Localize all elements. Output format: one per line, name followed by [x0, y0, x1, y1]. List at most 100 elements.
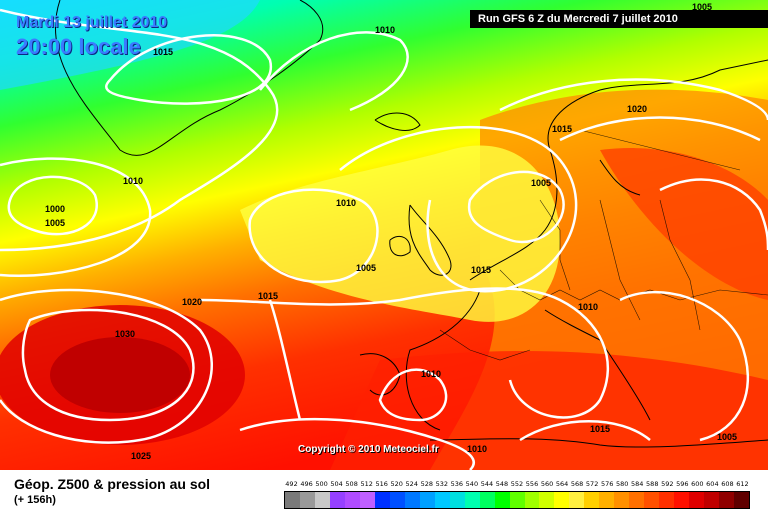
model-run-label: Run GFS 6 Z du Mercredi 7 juillet 2010	[470, 10, 768, 28]
coastlines	[54, 0, 768, 448]
isobar-label: 1000	[45, 204, 65, 214]
scale-swatch	[689, 492, 705, 508]
scale-swatch	[299, 492, 315, 508]
isobars	[0, 8, 768, 470]
copyright-notice: Copyright © 2010 Meteociel.fr	[298, 444, 439, 455]
scale-tick-label: 588	[646, 480, 659, 488]
scale-tick-label: 608	[721, 480, 734, 488]
scale-tick-label: 524	[405, 480, 418, 488]
scale-tick-label: 504	[330, 480, 343, 488]
atlantic-high-core	[50, 337, 190, 413]
scale-tick-label: 576	[600, 480, 614, 488]
scale-tick-label: 600	[691, 480, 704, 488]
scale-swatch	[554, 492, 570, 508]
scale-swatch	[404, 492, 420, 508]
isobar-label: 1005	[356, 263, 376, 273]
scale-tick-label: 536	[450, 480, 464, 488]
isobar-label: 1005	[45, 218, 65, 228]
scale-tick-label: 572	[585, 480, 599, 488]
forecast-date: Mardi 13 juillet 2010	[16, 14, 168, 31]
isobar-label: 1010	[375, 25, 395, 35]
isobar-label: 1010	[467, 444, 487, 454]
scale-swatch	[285, 492, 300, 508]
scale-tick-label: 508	[345, 480, 358, 488]
weather-map: 1010 1015 1020 1015 1010 1005 1010 1000 1005 1005…	[0, 0, 768, 470]
scale-swatch	[659, 492, 675, 508]
scale-tick-label: 564	[555, 480, 569, 488]
color-scale-swatches	[284, 491, 750, 509]
isobar-label: 1015	[590, 424, 610, 434]
color-scale: 492 496 500 504 508 512 516 520 524 528 532 536 540 5…	[284, 480, 750, 509]
color-scale-ticks: 492 496 500 504 508 512 516 520 524 528 532 536 540 5…	[284, 480, 750, 489]
isobar-label: 1005	[717, 432, 737, 442]
scale-tick-label: 516	[375, 480, 388, 488]
isobar-label: 1010	[578, 302, 598, 312]
scale-swatch	[419, 492, 435, 508]
scale-tick-label: 496	[300, 480, 313, 488]
isobar-label: 1015	[153, 47, 173, 57]
scale-swatch	[329, 492, 345, 508]
scale-tick-label: 532	[435, 480, 449, 488]
scale-tick-label: 584	[631, 480, 644, 488]
scale-swatch	[719, 492, 735, 508]
scale-swatch	[539, 492, 555, 508]
isobar-label: 1005	[692, 2, 712, 12]
isobar-label: 1010	[421, 369, 441, 379]
scale-tick-label: 552	[510, 480, 524, 488]
scale-swatch	[569, 492, 585, 508]
scale-swatch	[584, 492, 600, 508]
scale-tick-label: 580	[615, 480, 629, 488]
scale-swatch	[629, 492, 645, 508]
scale-swatch	[734, 492, 750, 508]
scale-tick-label: 592	[661, 480, 674, 488]
scale-tick-label: 540	[465, 480, 479, 488]
scale-swatch	[509, 492, 525, 508]
scale-swatch	[464, 492, 480, 508]
scale-swatch	[359, 492, 375, 508]
scale-swatch	[449, 492, 465, 508]
isobar-label: 1005	[531, 178, 551, 188]
scale-tick-label: 548	[495, 480, 509, 488]
scale-swatch	[599, 492, 615, 508]
scale-tick-label: 544	[480, 480, 494, 488]
scale-swatch	[314, 492, 330, 508]
isobar-label: 1020	[627, 104, 647, 114]
isobar-label: 1020	[182, 297, 202, 307]
isobar-label: 1015	[552, 124, 572, 134]
scale-tick-label: 492	[285, 480, 298, 488]
scale-tick-label: 528	[420, 480, 433, 488]
isobar-label: 1025	[131, 451, 151, 461]
scale-tick-label: 612	[736, 480, 749, 488]
isobar-label: 1010	[123, 176, 143, 186]
scale-swatch	[644, 492, 660, 508]
borders	[439, 129, 768, 361]
scale-tick-label: 500	[315, 480, 328, 488]
scale-tick-label: 568	[570, 480, 584, 488]
scale-swatch	[389, 492, 405, 508]
isobar-labels: 1010 1015 1020 1015 1010 1005 1010 1000 1005 1005…	[45, 2, 737, 461]
scale-swatch	[479, 492, 495, 508]
warm-zone-east	[600, 148, 768, 300]
isobar-label: 1015	[258, 291, 278, 301]
scale-swatch	[344, 492, 360, 508]
scale-swatch	[524, 492, 540, 508]
scale-tick-label: 560	[540, 480, 554, 488]
isobar-label: 1015	[471, 265, 491, 275]
forecast-time: 20:00 locale	[16, 34, 141, 59]
scale-swatch	[674, 492, 690, 508]
scale-swatch	[614, 492, 630, 508]
legend-bar: Géop. Z500 & pression au sol (+ 156h) 49…	[0, 470, 768, 512]
legend-title: Géop. Z500 & pression au sol	[14, 476, 211, 492]
scale-tick-label: 520	[390, 480, 403, 488]
map-canvas: 1010 1015 1020 1015 1010 1005 1010 1000 1005 1005…	[0, 0, 768, 470]
scale-tick-label: 604	[706, 480, 719, 488]
scale-swatch	[704, 492, 720, 508]
scale-tick-label: 512	[360, 480, 373, 488]
scale-tick-label: 596	[676, 480, 689, 488]
isobar-label: 1010	[336, 198, 356, 208]
scale-swatch	[494, 492, 510, 508]
scale-tick-label: 556	[525, 480, 539, 488]
legend-subtitle: (+ 156h)	[14, 494, 56, 506]
isobar-label: 1030	[115, 329, 135, 339]
scale-swatch	[434, 492, 450, 508]
